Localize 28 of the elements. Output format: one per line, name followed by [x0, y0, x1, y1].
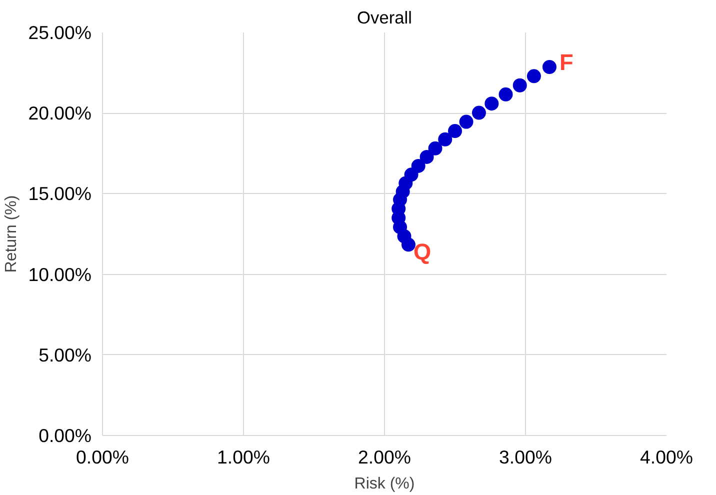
x-axis-title: Risk (%)	[354, 476, 415, 492]
point	[448, 124, 462, 138]
x-tick-label: 1.00%	[217, 446, 270, 468]
x-tick-label: 4.00%	[640, 446, 693, 468]
point	[498, 87, 513, 102]
y-tick-label: 25.00%	[28, 22, 92, 43]
chart-title: Overall	[357, 8, 412, 28]
y-tick-label: 0.00%	[38, 425, 92, 446]
y-axis-title: Return (%)	[3, 195, 20, 273]
annotation: F	[559, 48, 574, 75]
point	[542, 60, 556, 74]
point	[484, 96, 499, 111]
point	[411, 158, 426, 173]
y-tick-label: 15.00%	[28, 183, 92, 204]
y-tick-label: 5.00%	[38, 344, 92, 366]
x-tick-label: 3.00%	[499, 446, 552, 468]
point	[512, 78, 527, 92]
point	[428, 141, 442, 156]
annotation: Q	[413, 238, 432, 265]
x-tick-label: 0.00%	[76, 446, 129, 468]
point	[526, 69, 541, 84]
point	[438, 132, 452, 146]
point	[472, 106, 486, 120]
y-tick-label: 20.00%	[28, 102, 92, 124]
y-tick-label: 10.00%	[28, 264, 92, 285]
point	[420, 150, 434, 164]
point	[459, 114, 474, 129]
x-tick-label: 2.00%	[358, 446, 411, 468]
